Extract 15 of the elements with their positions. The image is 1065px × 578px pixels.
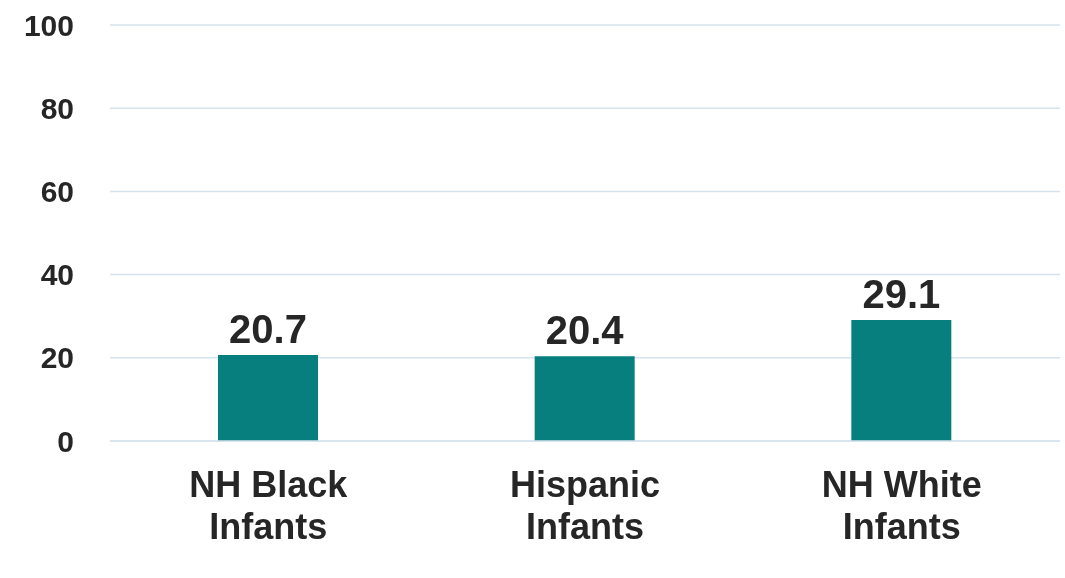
bar [851,319,952,441]
data-label: 20.7 [229,306,307,351]
bar [534,356,635,441]
data-label: 29.1 [862,271,941,316]
x-tick-label: Hispanic Infants [509,464,661,547]
y-tick-label: 40 [40,258,74,292]
x-tick-label: NH Black Infants [189,464,349,547]
y-tick-label: 100 [23,8,74,42]
bar [218,354,318,441]
y-tick-label: 60 [40,175,74,209]
y-tick-label: 80 [40,91,74,125]
y-tick-label: 0 [57,424,74,458]
y-tick-label: 20 [40,341,74,375]
x-tick-label: NH White Infants [821,464,982,547]
data-label: 20.4 [545,308,625,353]
